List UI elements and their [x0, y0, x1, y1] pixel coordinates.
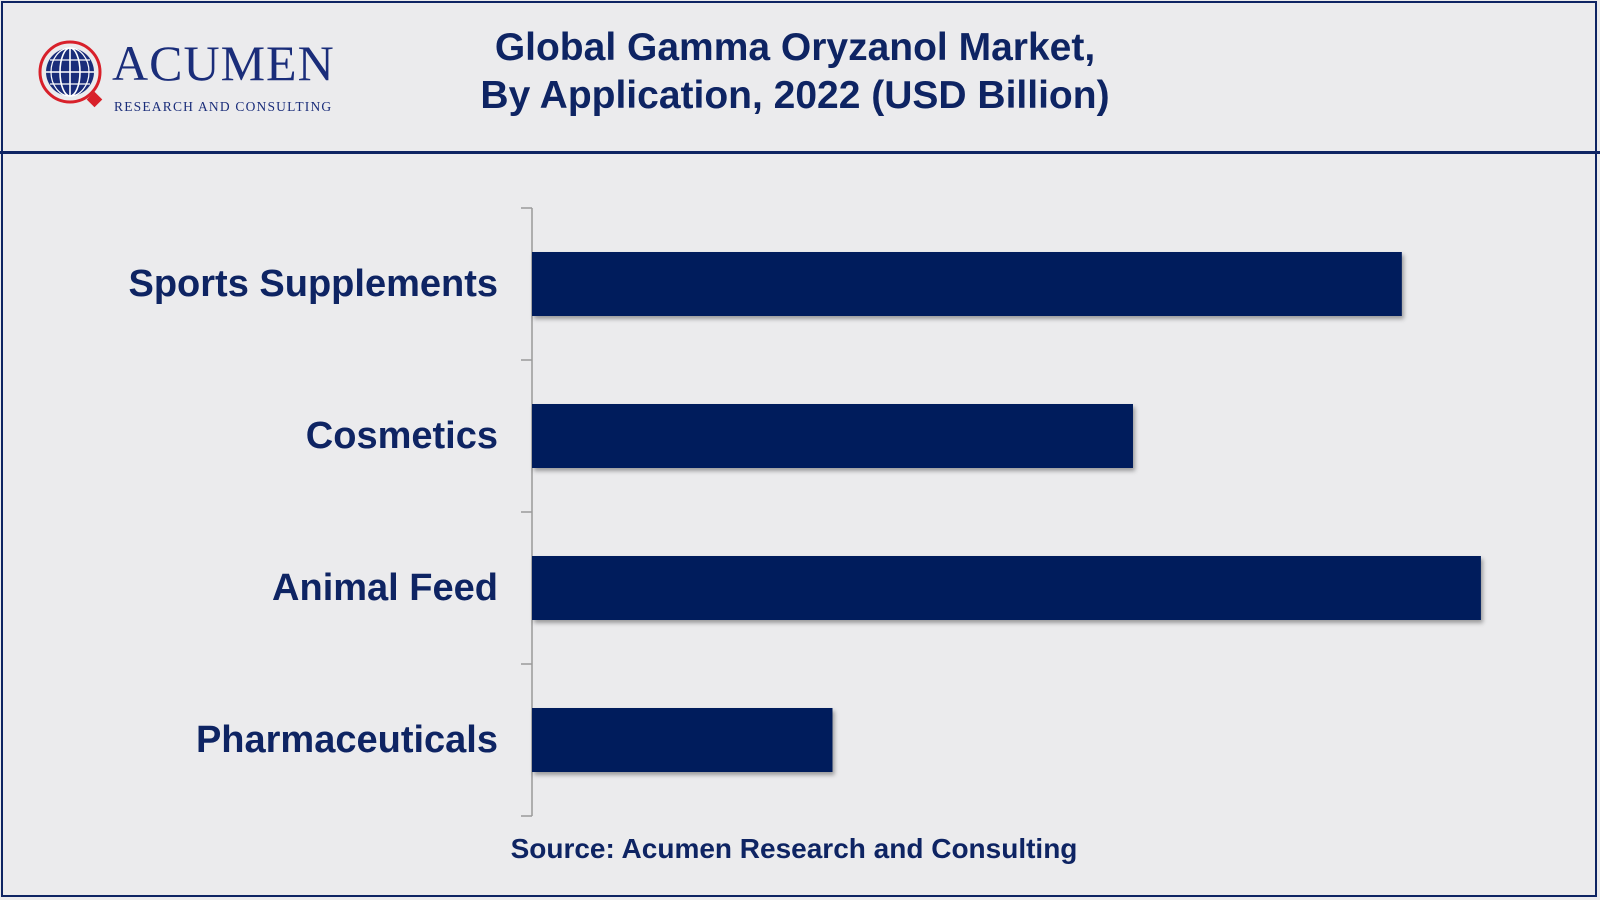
company-logo: ACUMEN RESEARCH AND CONSULTING	[34, 36, 364, 116]
logo-name: ACUMEN	[112, 35, 335, 91]
category-label: Animal Feed	[272, 567, 498, 609]
bar-animal-feed	[532, 556, 1481, 620]
chart-title-line-1: Global Gamma Oryzanol Market,	[494, 26, 1096, 69]
bar-cosmetics	[532, 404, 1133, 468]
logo-tagline: RESEARCH AND CONSULTING	[114, 99, 333, 114]
bar-pharmaceuticals	[532, 708, 833, 772]
header-divider	[0, 151, 1600, 154]
bar-sports-supplements	[532, 252, 1402, 316]
category-label: Sports Supplements	[129, 263, 499, 305]
bar-chart: Sports Supplements Cosmetics Animal Feed Ph…	[0, 160, 1600, 820]
bar-chart-svg: Sports Supplements Cosmetics Animal Feed Ph…	[129, 207, 1481, 817]
source-note: Source: Acumen Research and Consulting	[510, 833, 1078, 864]
category-label: Pharmaceuticals	[196, 719, 498, 761]
globe-logo-icon	[38, 40, 103, 108]
category-label: Cosmetics	[306, 415, 498, 457]
chart-title-line-2: By Application, 2022 (USD Billion)	[480, 74, 1110, 117]
chart-title: Global Gamma Oryzanol Market, By Applica…	[380, 24, 1210, 120]
